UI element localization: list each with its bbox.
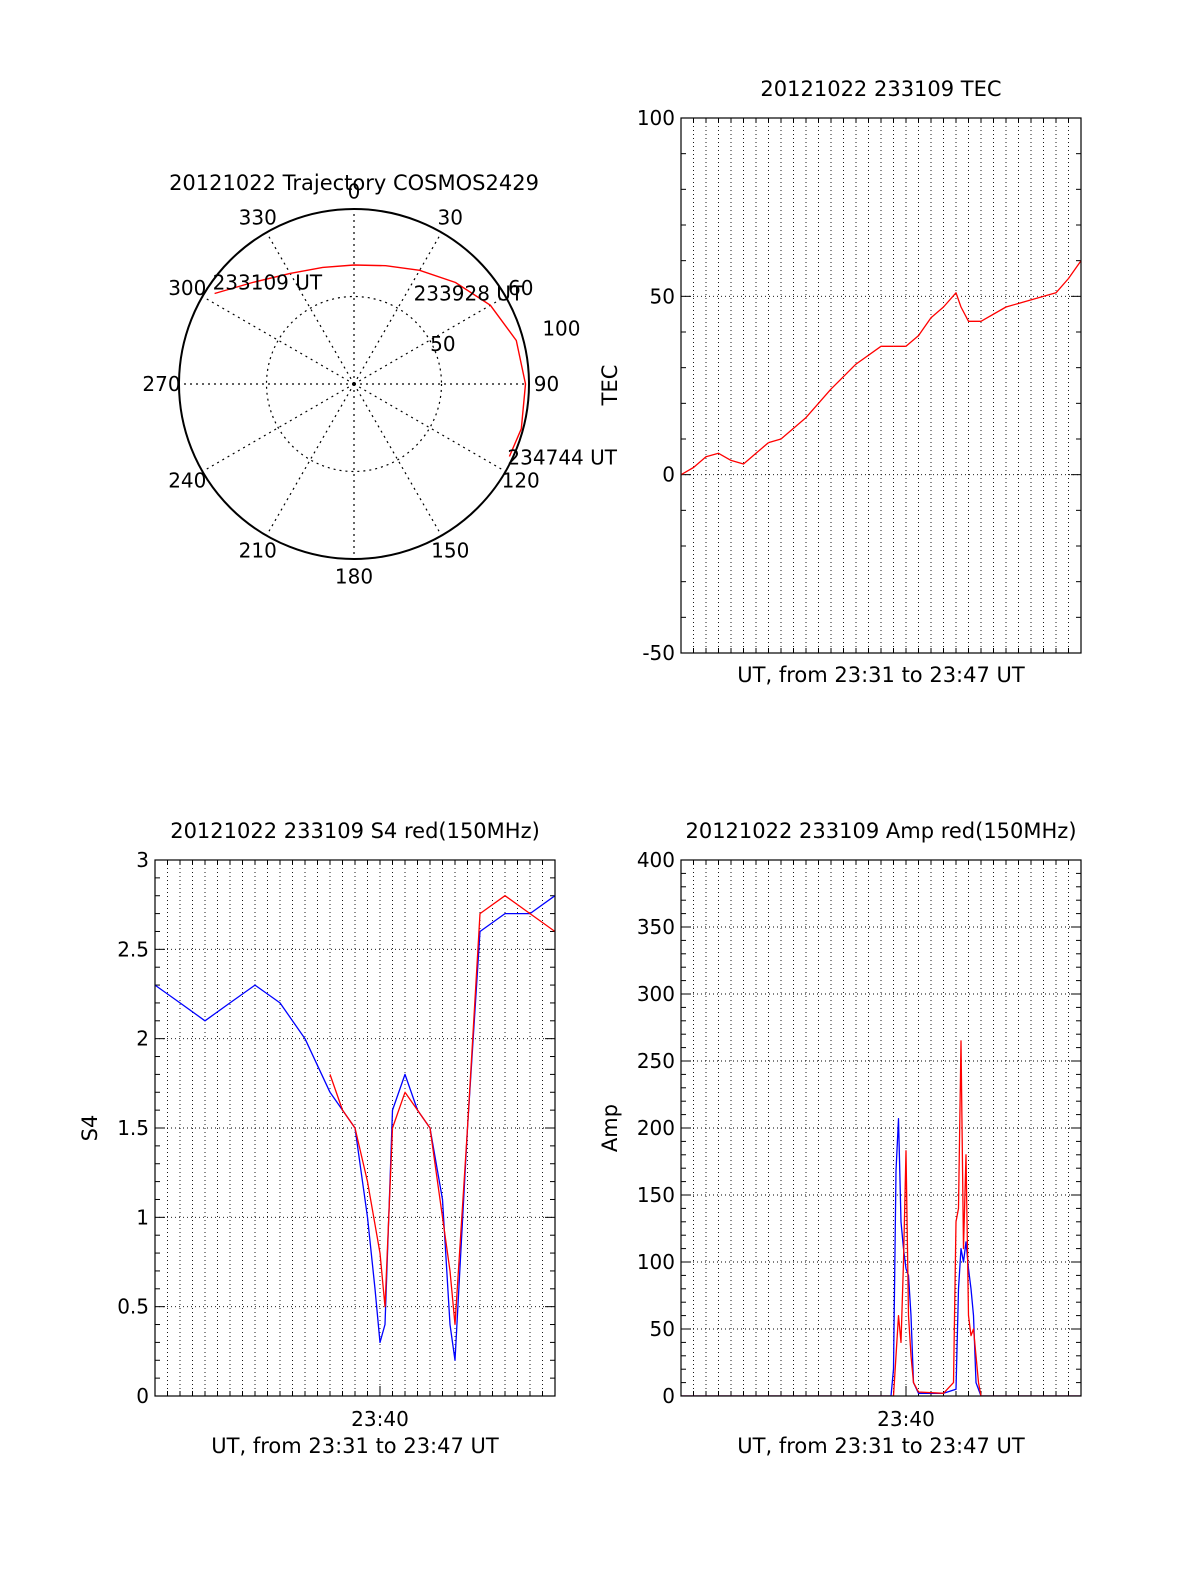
polar-spoke	[353, 383, 506, 473]
polar-series	[214, 264, 527, 457]
tec-plot-area: -50 0 50 100	[637, 106, 1082, 665]
s4-series-group	[155, 895, 555, 1361]
amp-ytick-label: 50	[650, 1317, 675, 1341]
s4-xlabel: UT, from 23:31 to 23:47 UT	[211, 1434, 499, 1458]
polar-trajectory-line	[214, 264, 527, 457]
tec-series-group	[681, 260, 1081, 476]
polar-annotation: 234744 UT	[507, 445, 617, 469]
amp-xlabel: UT, from 23:31 to 23:47 UT	[737, 1434, 1025, 1458]
polar-azimuth-label: 30	[438, 205, 463, 229]
amp-series-red	[681, 1040, 1081, 1396]
s4-ytick-label: 2.5	[117, 937, 149, 961]
amp-ytick-label: 100	[637, 1250, 675, 1274]
trajectory-polar-chart: 20121022 Trajectory COSMOS2429 0 30 60 90 12…	[142, 171, 617, 589]
polar-grid	[178, 208, 530, 560]
polar-spoke	[353, 383, 443, 536]
polar-azimuth-label: 210	[239, 539, 277, 563]
tec-ytick-label: 0	[662, 463, 675, 487]
polar-annotations: 233109 UT 233928 UT 234744 UT	[213, 270, 618, 469]
s4-chart: 20121022 233109 S4 red(150MHz) UT, from …	[78, 819, 556, 1458]
amp-ytick-label: 400	[637, 848, 675, 872]
polar-annotation: 233928 UT	[414, 281, 524, 305]
s4-ytick-label: 1.5	[117, 1116, 149, 1140]
polar-spoke	[265, 232, 355, 385]
polar-spoke	[202, 295, 355, 385]
amp-chart: 20121022 233109 Amp red(150MHz) UT, from…	[598, 819, 1082, 1458]
s4-plot-area: 0 0.5 1 1.5 2 2.5 3	[117, 848, 556, 1408]
s4-title: 20121022 233109 S4 red(150MHz)	[170, 819, 540, 843]
amp-ytick-label: 350	[637, 915, 675, 939]
polar-title: 20121022 Trajectory COSMOS2429	[169, 171, 539, 195]
s4-ytick-label: 0	[136, 1384, 149, 1408]
polar-azimuth-label: 150	[431, 539, 469, 563]
polar-azimuth-label: 180	[335, 565, 373, 589]
amp-series-group	[681, 1040, 1081, 1396]
tec-frame	[680, 117, 1082, 654]
polar-azimuth-label: 120	[502, 468, 540, 492]
polar-azimuth-labels: 0 30 60 90 120 150 180 210 240 270 300 330 50 100	[142, 180, 580, 589]
amp-ytick-label: 150	[637, 1183, 675, 1207]
polar-spoke	[202, 383, 355, 473]
amp-frame	[680, 859, 1082, 1397]
polar-azimuth-label: 300	[168, 276, 206, 300]
amp-ytick-label: 0	[662, 1384, 675, 1408]
polar-azimuth-label: 60	[508, 276, 533, 300]
tec-ytick-label: -50	[642, 641, 675, 665]
polar-annotation: 233109 UT	[213, 270, 323, 294]
s4-ytick-label: 3	[136, 848, 149, 872]
amp-title: 20121022 233109 Amp red(150MHz)	[685, 819, 1076, 843]
s4-ytick-label: 0.5	[117, 1295, 149, 1319]
polar-spoke	[265, 383, 355, 536]
polar-azimuth-label: 330	[239, 205, 277, 229]
polar-radius-label: 100	[542, 317, 580, 341]
polar-radius-label: 50	[430, 332, 455, 356]
amp-ytick-label: 200	[637, 1116, 675, 1140]
tec-ylabel: TEC	[598, 365, 622, 407]
polar-ring-50	[265, 295, 443, 473]
s4-frame	[154, 859, 556, 1397]
polar-spoke	[353, 295, 506, 385]
s4-ytick-label: 2	[136, 1027, 149, 1051]
s4-xtick-label: 23:40	[351, 1407, 409, 1431]
s4-ytick-label: 1	[136, 1205, 149, 1229]
tec-series-red	[681, 260, 1081, 476]
s4-series-red	[329, 895, 555, 1326]
amp-plot-area: 0 50 100 150 200 250 300 350 400	[637, 848, 1082, 1408]
tec-ytick-label: 100	[637, 106, 675, 130]
tec-ytick-label: 50	[650, 284, 675, 308]
amp-ylabel: Amp	[598, 1104, 622, 1152]
amp-ytick-label: 250	[637, 1049, 675, 1073]
polar-azimuth-label: 0	[348, 180, 361, 204]
s4-ylabel: S4	[78, 1115, 102, 1142]
tec-xlabel: UT, from 23:31 to 23:47 UT	[737, 663, 1025, 687]
amp-ytick-label: 300	[637, 982, 675, 1006]
polar-spoke	[353, 232, 443, 385]
tec-chart: 20121022 233109 TEC UT, from 23:31 to 23…	[598, 77, 1082, 687]
amp-xtick-label: 23:40	[877, 1407, 935, 1431]
polar-azimuth-label: 270	[142, 372, 180, 396]
polar-azimuth-label: 240	[168, 468, 206, 492]
polar-azimuth-label: 90	[534, 372, 559, 396]
tec-title: 20121022 233109 TEC	[760, 77, 1001, 101]
